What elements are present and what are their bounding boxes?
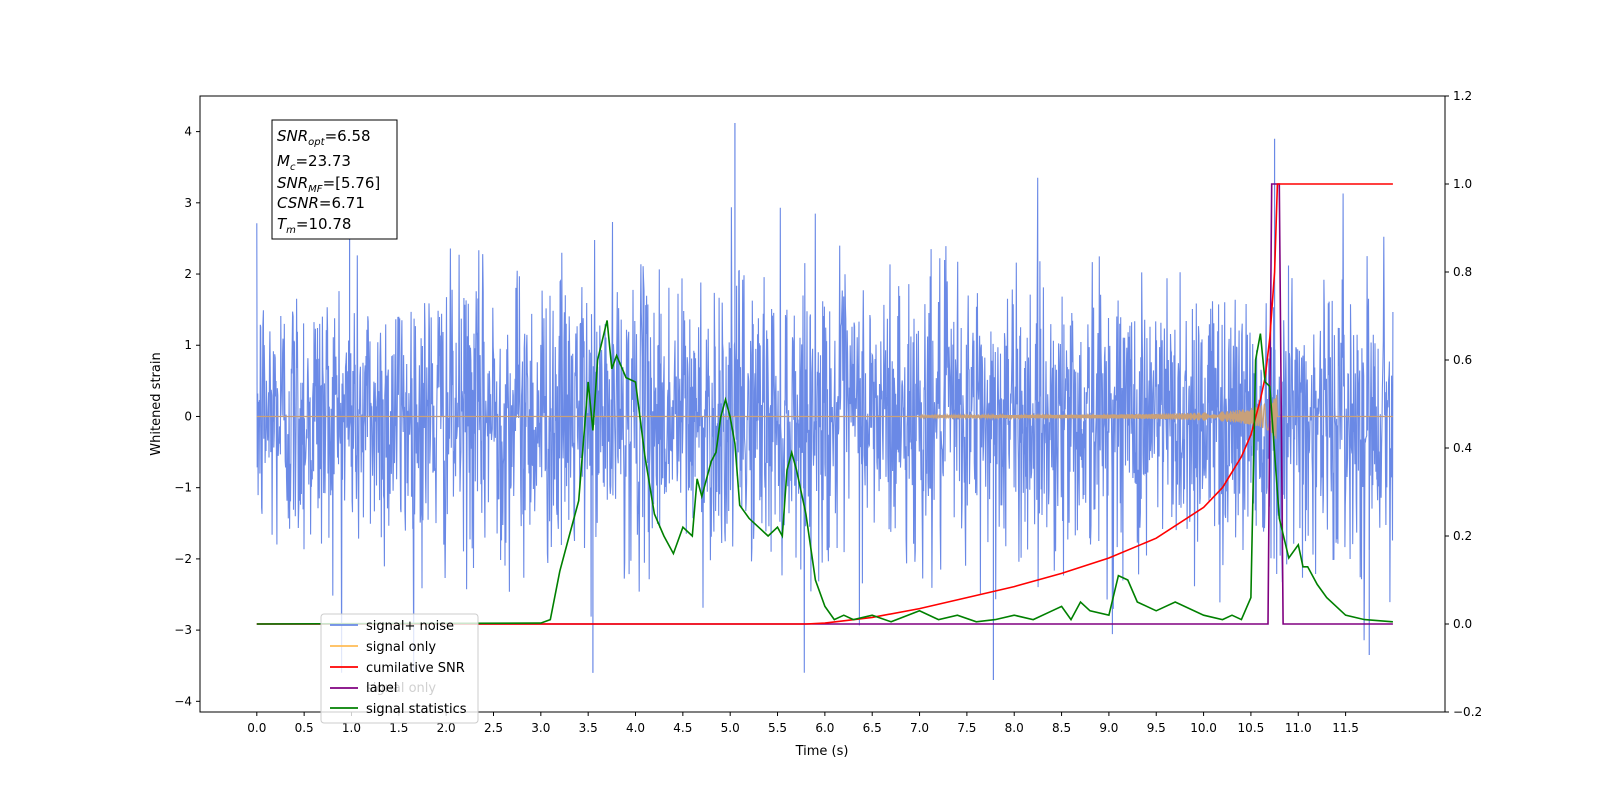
x-tick-label: 0.5 [295, 721, 314, 735]
legend-item-signal-statistics: signal statistics [330, 702, 467, 717]
y-left-tick-label: 0 [184, 409, 192, 423]
label-line [256, 183, 1393, 625]
y-right-tick-label: 1.0 [1453, 177, 1472, 191]
y-left-tick-label: −4 [174, 694, 192, 708]
y-left-tick-label: 2 [184, 267, 192, 281]
annotation-line-snr-opt: SNRopt=6.58 [277, 127, 371, 148]
x-tick-label: 4.0 [626, 721, 645, 735]
x-tick-label: 9.0 [1099, 721, 1118, 735]
x-tick-label: 1.0 [342, 721, 361, 735]
x-tick-label: 7.0 [910, 721, 929, 735]
x-tick-label: 5.5 [768, 721, 787, 735]
x-tick-label: 6.0 [815, 721, 834, 735]
legend-label-cumulative-snr: cumilative SNR [366, 661, 465, 676]
y-right-tick-label: −0.2 [1453, 705, 1482, 719]
y-right-tick-label: 0.2 [1453, 529, 1472, 543]
annotation-line-tm: Tm=10.78 [277, 215, 351, 236]
y-left-tick-label: −3 [174, 623, 192, 637]
plot-frame [199, 95, 1446, 713]
x-tick-label: 8.0 [1005, 721, 1024, 735]
legend-label-signal-only: signal only [366, 640, 436, 655]
legend-overlap-ghost-signal-only: signal only [366, 681, 436, 696]
x-tick-label: 3.0 [531, 721, 550, 735]
x-tick-label: 7.5 [957, 721, 976, 735]
legend-overlap-ghost-signal-statistics: signal statistics [366, 702, 467, 717]
x-tick-label: 11.5 [1332, 721, 1359, 735]
x-tick-label: 10.0 [1190, 721, 1217, 735]
y-axis-right-ticks: 1.2 1.0 0.8 0.6 0.4 0.2 0.0 −0.2 [1445, 89, 1482, 719]
y-axis-left-ticks: 4 3 2 1 0 −1 −2 −3 −4 [174, 125, 200, 708]
signal-noise-line [256, 177, 1394, 673]
signal-statistics-line [256, 320, 1393, 625]
y-left-tick-label: −1 [174, 481, 192, 495]
signal-only-series [256, 394, 1393, 439]
legend-item-cumulative-snr: cumilative SNR [330, 661, 465, 676]
signal-only-line [256, 394, 1393, 439]
annotation-line-snr-mf: SNRMF=[5.76] [277, 174, 380, 195]
y-right-tick-label: 0.4 [1453, 441, 1472, 455]
y-right-tick-label: 0.8 [1453, 265, 1472, 279]
x-tick-label: 4.5 [673, 721, 692, 735]
y-right-tick-label: 0.0 [1453, 617, 1472, 631]
y-left-tick-label: 3 [184, 196, 192, 210]
y-axis-left-label: Whitened strain [149, 352, 164, 455]
x-tick-label: 0.0 [247, 721, 266, 735]
legend-label-label: label [366, 681, 397, 696]
x-tick-label: 3.5 [579, 721, 598, 735]
x-tick-label: 10.5 [1238, 721, 1265, 735]
y-right-tick-label: 1.2 [1453, 89, 1472, 103]
y-right-tick-label: 0.6 [1453, 353, 1472, 367]
legend-item-signal-noise: signal+ noise [330, 619, 454, 634]
legend-label-signal-statistics: signal statistics [366, 702, 467, 717]
x-tick-label: 8.5 [1052, 721, 1071, 735]
x-tick-label: 5.0 [721, 721, 740, 735]
y-left-tick-label: −2 [174, 552, 192, 566]
x-tick-label: 6.5 [863, 721, 882, 735]
legend-item-signal-only: signal only [330, 640, 436, 655]
annotation-line-csnr: CSNR=6.71 [277, 194, 365, 212]
signal-noise-series [256, 123, 1394, 680]
annotation-box-frame [271, 119, 398, 240]
annotation-box: SNRopt=6.58 Mc=23.73 SNRMF=[5.76] CSNR=6… [271, 119, 398, 240]
x-axis-ticks: 0.0 0.5 1.0 1.5 2.0 2.5 3.0 3.5 4.0 4.5 5.0 5.5 6.0 6… [247, 712, 1359, 735]
x-tick-label: 1.5 [389, 721, 408, 735]
y-left-tick-label: 4 [184, 125, 192, 139]
legend-item-label: label [330, 681, 397, 696]
legend-frame [320, 613, 479, 724]
x-tick-label: 2.5 [484, 721, 503, 735]
legend-label-signal-noise: signal+ noise [366, 619, 454, 634]
legend: signal+ noise signal only cumilative SNR… [320, 613, 479, 724]
annotation-line-mc: Mc=23.73 [277, 152, 351, 173]
x-axis-label: Time (s) [795, 744, 849, 759]
cumulative-snr-line [256, 183, 1393, 625]
y-left-tick-label: 1 [184, 338, 192, 352]
right-axis-series [256, 183, 1393, 625]
x-tick-label: 9.5 [1147, 721, 1166, 735]
x-tick-label: 11.0 [1285, 721, 1312, 735]
x-tick-label: 2.0 [437, 721, 456, 735]
